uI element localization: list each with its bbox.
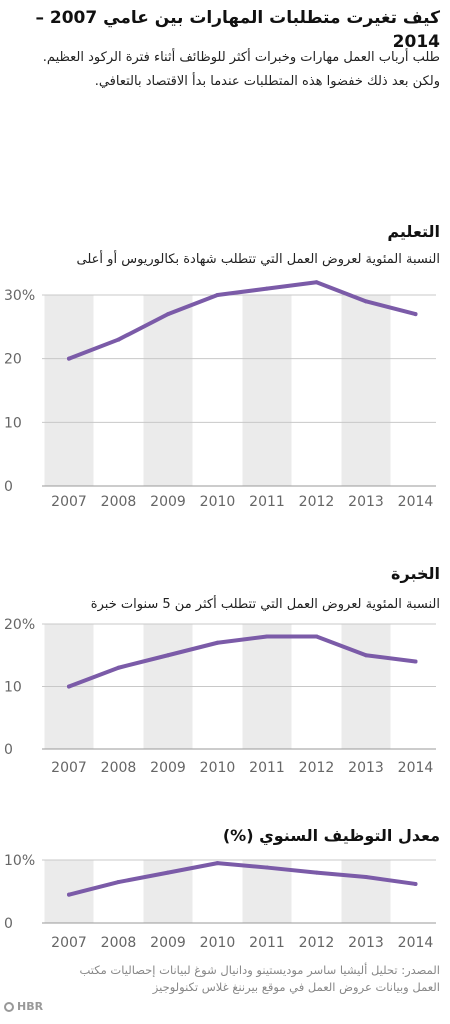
education-subtitle: النسبة المئوية لعروض العمل التي تتطلب شه… <box>76 252 440 267</box>
data-point <box>67 684 71 689</box>
data-point <box>265 286 269 291</box>
data-point <box>215 640 220 645</box>
y-tick-label: 10 <box>4 680 22 696</box>
x-tick-label: 2009 <box>150 935 186 951</box>
x-tick-label: 2007 <box>51 760 87 776</box>
chart-band <box>242 295 292 486</box>
hbr-logo: HBR <box>4 1000 43 1013</box>
hiring-rate-title: معدل التوظيف السنوي (%) <box>222 826 440 845</box>
data-point <box>314 634 319 639</box>
series-line <box>67 861 418 897</box>
hbr-logo-icon <box>4 1001 14 1012</box>
x-tick-label: 2007 <box>51 494 87 510</box>
chart-band <box>341 860 391 923</box>
x-tick-label: 2010 <box>200 494 236 510</box>
y-tick-label: 20 <box>4 352 22 368</box>
page-subtitle: طلب أرباب العمل مهارات وخبرات أكثر للوظا… <box>42 50 440 89</box>
data-point <box>364 653 368 658</box>
education-chart: 0 10 20 30% 2007 2008 2009 2010 2011 2012 2013 2014 <box>4 280 436 510</box>
x-tick-label: 2009 <box>150 760 186 776</box>
education-title: التعليم <box>387 222 440 241</box>
hiring-rate-chart: 0 10% 2007 2008 2009 2010 2011 2012 2013 2014 <box>4 853 436 951</box>
x-tick-label: 2012 <box>299 760 335 776</box>
source-note: المصدر: تحليل أليشيا ساسر موديستينو ودان… <box>79 963 440 994</box>
y-tick-label: 10% <box>4 853 35 869</box>
x-tick-label: 2010 <box>200 935 236 951</box>
data-point <box>166 870 170 875</box>
data-point <box>215 861 220 866</box>
data-point <box>413 881 418 886</box>
x-tick-label: 2007 <box>51 935 87 951</box>
data-point <box>413 659 418 664</box>
data-point <box>67 356 71 361</box>
data-point <box>413 312 418 317</box>
experience-subtitle: النسبة المئوية لعروض العمل التي تتطلب أك… <box>90 597 440 612</box>
data-point <box>116 880 121 885</box>
data-point <box>166 653 170 658</box>
x-tick-label: 2011 <box>249 760 285 776</box>
x-tick-label: 2008 <box>101 494 137 510</box>
x-tick-label: 2013 <box>348 760 384 776</box>
chart-band <box>44 295 94 486</box>
data-point <box>166 312 170 317</box>
y-tick-label: 0 <box>4 479 13 495</box>
series-line <box>67 280 418 361</box>
x-tick-label: 2014 <box>398 494 434 510</box>
x-tick-label: 2008 <box>101 760 137 776</box>
x-tick-label: 2013 <box>348 494 384 510</box>
x-tick-label: 2011 <box>249 935 285 951</box>
hbr-logo-text: HBR <box>17 1000 44 1013</box>
data-point <box>67 892 71 897</box>
data-point <box>364 875 368 880</box>
chart-band <box>143 295 193 486</box>
y-tick-label: 0 <box>4 742 13 758</box>
x-tick-label: 2011 <box>249 494 285 510</box>
x-tick-label: 2012 <box>299 935 335 951</box>
series-line <box>67 634 418 689</box>
x-tick-label: 2014 <box>398 760 434 776</box>
x-tick-label: 2014 <box>398 935 434 951</box>
page-title: كيف تغيرت متطلبات المهارات بين عامي 2007… <box>35 8 440 52</box>
data-point <box>265 634 269 639</box>
y-tick-label: 20% <box>4 617 35 633</box>
x-tick-label: 2009 <box>150 494 186 510</box>
data-point <box>116 337 121 342</box>
y-tick-label: 30% <box>4 288 35 304</box>
experience-chart: 0 10 20% 2007 2008 2009 2010 2011 2012 2013 2014 <box>4 617 436 776</box>
x-tick-label: 2012 <box>299 494 335 510</box>
data-point <box>215 293 220 297</box>
x-tick-label: 2013 <box>348 935 384 951</box>
x-tick-label: 2010 <box>200 760 236 776</box>
y-tick-label: 0 <box>4 916 13 932</box>
chart-band <box>341 295 391 486</box>
x-tick-label: 2008 <box>101 935 137 951</box>
experience-title: الخبرة <box>391 564 440 583</box>
data-point <box>314 280 319 285</box>
data-point <box>116 665 121 670</box>
y-tick-label: 10 <box>4 415 22 431</box>
data-point <box>265 865 269 870</box>
data-point <box>364 299 368 304</box>
data-point <box>314 870 319 875</box>
